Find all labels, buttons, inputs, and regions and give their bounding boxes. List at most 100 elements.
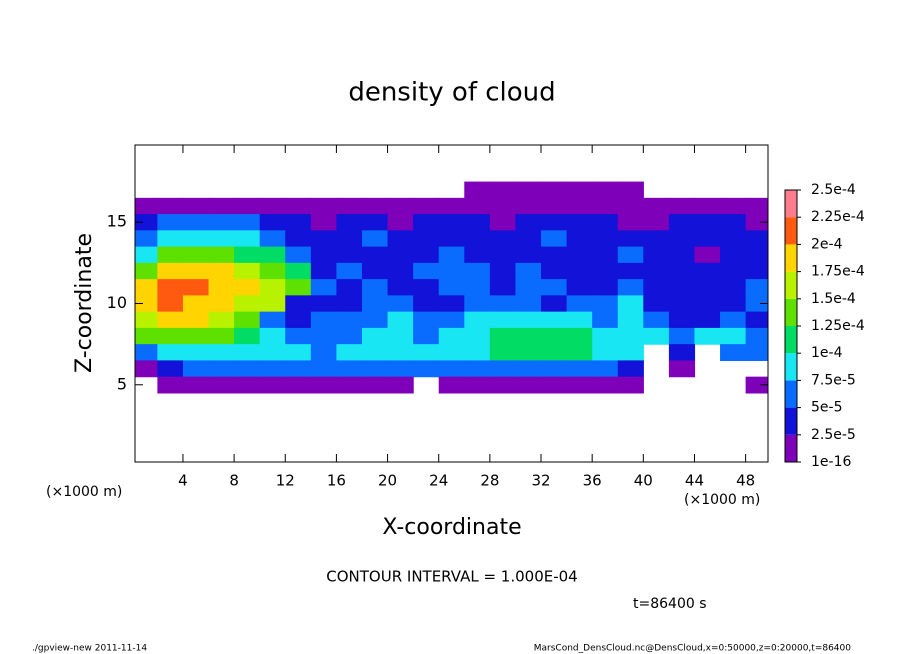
field-cell	[182, 279, 210, 296]
field-cell	[694, 230, 721, 248]
field-cell	[413, 262, 440, 280]
field-cell	[515, 311, 542, 329]
field-cell	[336, 311, 363, 329]
field-cell	[310, 295, 338, 313]
field-cell	[157, 311, 184, 329]
x-tick-label: 48	[736, 472, 755, 490]
field-cell	[694, 327, 721, 345]
field-cell	[694, 311, 721, 329]
field-cell	[413, 246, 440, 264]
field-cell	[617, 246, 644, 264]
field-cell	[694, 214, 721, 231]
field-cell	[208, 197, 235, 215]
field-cell	[489, 327, 517, 345]
field-cell	[489, 214, 517, 231]
field-cell	[720, 279, 747, 296]
field-cell	[566, 344, 593, 361]
field-cell	[387, 376, 414, 394]
field-cell	[668, 360, 696, 378]
field-cell	[489, 295, 517, 313]
field-cell	[515, 327, 542, 345]
field-cell	[643, 279, 670, 296]
contour-field	[135, 181, 768, 394]
field-cell	[541, 262, 568, 280]
x-unit-right: (×1000 m)	[684, 492, 760, 508]
field-cell	[310, 214, 338, 231]
field-cell	[643, 262, 670, 280]
field-cell	[720, 344, 747, 361]
field-cell	[566, 376, 593, 394]
field-cell	[310, 262, 338, 280]
field-cell	[566, 246, 593, 264]
field-cell	[592, 230, 619, 248]
field-cell	[643, 295, 670, 313]
colorbar-label: 2e-4	[811, 236, 843, 252]
field-cell	[387, 230, 414, 248]
field-cell	[285, 279, 312, 296]
field-cell	[745, 295, 768, 313]
colorbar-band	[785, 326, 797, 354]
x-tick-label: 40	[634, 472, 653, 490]
field-cell	[720, 246, 747, 264]
field-cell	[135, 230, 158, 248]
field-cell	[157, 262, 184, 280]
colorbar-label: 2.5e-4	[811, 182, 856, 198]
field-cell	[361, 197, 389, 215]
field-cell	[464, 279, 491, 296]
field-cell	[720, 327, 747, 345]
field-cell	[361, 214, 389, 231]
field-cell	[285, 376, 312, 394]
field-cell	[336, 376, 363, 394]
colorbar-label: 2.25e-4	[811, 209, 865, 225]
field-cell	[310, 197, 338, 215]
field-cell	[617, 279, 644, 296]
field-cell	[310, 230, 338, 248]
field-cell	[720, 311, 747, 329]
field-cell	[464, 181, 491, 199]
field-cell	[182, 246, 210, 264]
field-cell	[361, 327, 389, 345]
field-cell	[464, 295, 491, 313]
field-cell	[285, 295, 312, 313]
time-label: t=86400 s	[633, 596, 707, 612]
field-cell	[413, 327, 440, 345]
x-tick-label: 44	[685, 472, 704, 490]
field-cell	[157, 327, 184, 345]
field-cell	[566, 230, 593, 248]
field-cell	[361, 344, 389, 361]
field-cell	[489, 262, 517, 280]
field-cell	[592, 246, 619, 264]
field-cell	[515, 376, 542, 394]
colorbar-label: 7.5e-5	[811, 372, 856, 388]
field-cell	[182, 230, 210, 248]
x-tick-label: 16	[327, 472, 346, 490]
field-cell	[182, 327, 210, 345]
field-cell	[234, 214, 261, 231]
chart-title: density of cloud	[348, 78, 555, 108]
field-cell	[643, 311, 670, 329]
field-cell	[157, 344, 184, 361]
field-cell	[515, 262, 542, 280]
field-cell	[361, 230, 389, 248]
field-cell	[566, 181, 593, 199]
field-cell	[310, 344, 338, 361]
field-cell	[336, 344, 363, 361]
field-cell	[387, 344, 414, 361]
field-cell	[157, 214, 184, 231]
field-cell	[361, 360, 389, 378]
field-cell	[515, 214, 542, 231]
field-cell	[413, 214, 440, 231]
field-cell	[694, 262, 721, 280]
field-cell	[745, 214, 768, 231]
field-cell	[413, 311, 440, 329]
field-cell	[745, 279, 768, 296]
field-cell	[361, 246, 389, 264]
y-tick-label: 15	[107, 212, 127, 231]
field-cell	[438, 295, 465, 313]
x-tick-label: 12	[276, 472, 295, 490]
field-cell	[464, 197, 491, 215]
field-cell	[489, 344, 517, 361]
field-cell	[208, 327, 235, 345]
field-cell	[208, 376, 235, 394]
field-cell	[157, 376, 184, 394]
